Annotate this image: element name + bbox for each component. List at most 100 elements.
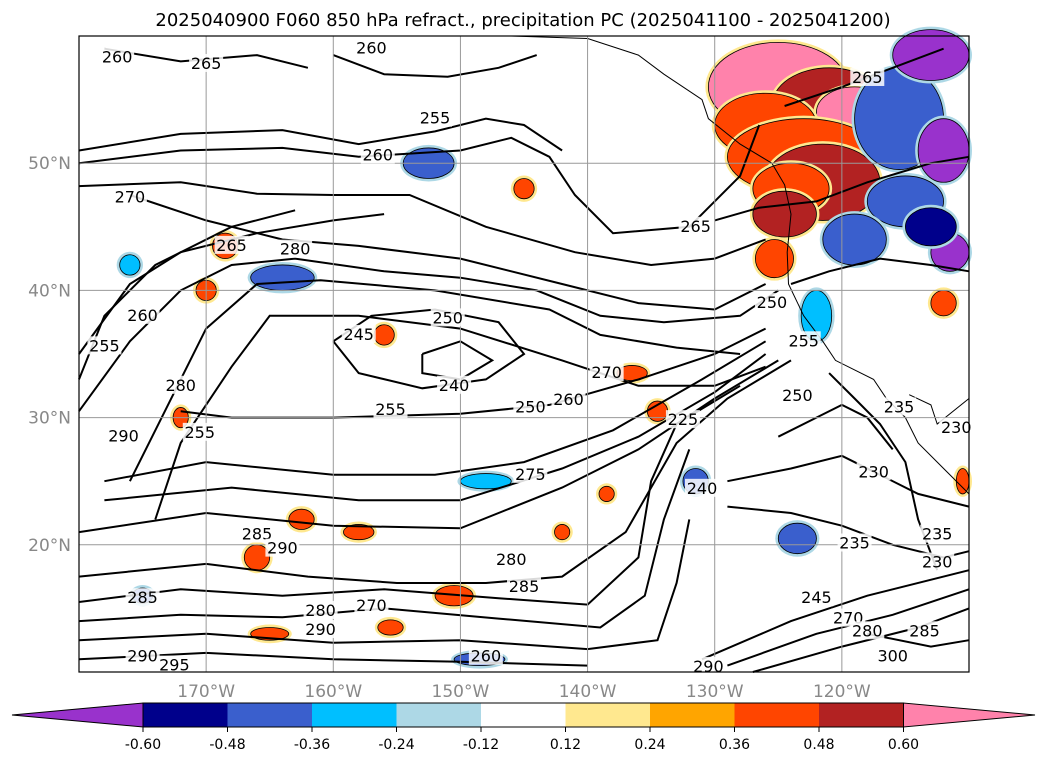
refractivity-contour bbox=[78, 257, 779, 412]
contour-label-background bbox=[157, 655, 192, 674]
latitude-labels: 20°N 30°N 40°N 50°N bbox=[28, 154, 71, 556]
contour-label-background bbox=[112, 187, 147, 206]
contour-label: 300 bbox=[877, 647, 908, 666]
contour-label: 290 bbox=[267, 539, 298, 558]
colorbar-tick-label: 0.48 bbox=[803, 737, 834, 753]
contour-label-background bbox=[907, 621, 942, 640]
contour-label: 280 bbox=[496, 550, 527, 569]
latitude-tick-label: 50°N bbox=[28, 154, 71, 174]
contour-label-background bbox=[780, 385, 815, 404]
contour-label-background bbox=[354, 595, 389, 614]
contour-label-background bbox=[507, 576, 541, 595]
contour-label: 295 bbox=[159, 656, 190, 675]
precip-fill-blob bbox=[905, 207, 957, 247]
colorbar-segment bbox=[143, 703, 228, 727]
contour-label: 255 bbox=[788, 331, 819, 350]
contour-label-background bbox=[125, 646, 160, 665]
contour-label: 230 bbox=[858, 462, 889, 481]
colorbar-segment bbox=[734, 703, 819, 727]
contour-label: 265 bbox=[852, 68, 883, 87]
latitude-tick-label: 20°N bbox=[28, 536, 71, 556]
contour-label: 270 bbox=[115, 188, 146, 207]
contour-label: 265 bbox=[216, 236, 247, 255]
colorbar-tick-label: -0.60 bbox=[125, 737, 161, 753]
contour-label: 255 bbox=[89, 336, 120, 355]
refractivity-contour bbox=[78, 519, 691, 651]
refractivity-contour bbox=[421, 340, 495, 381]
contour-label: 250 bbox=[432, 308, 463, 327]
precip-fill-blob bbox=[822, 213, 887, 266]
refractivity-contour bbox=[78, 359, 779, 534]
refractivity-contour bbox=[78, 384, 741, 606]
contour-label-background bbox=[665, 410, 700, 429]
contour-label-background bbox=[163, 375, 198, 394]
contour-label-background bbox=[786, 331, 821, 350]
gulf-of-california-coast bbox=[908, 394, 970, 425]
colorbar-segment bbox=[396, 703, 481, 727]
colorbar-tick-label: -0.48 bbox=[209, 737, 245, 753]
contour-label-background bbox=[214, 235, 249, 254]
precip-fill-blob bbox=[752, 190, 817, 238]
contour-label: 280 bbox=[280, 240, 311, 259]
contour-label-background bbox=[678, 216, 713, 235]
contour-label-background bbox=[182, 422, 217, 441]
longitude-tick-label: 170°W bbox=[177, 682, 235, 702]
refractivity-contour bbox=[867, 632, 970, 648]
contour-label-background bbox=[589, 363, 624, 382]
contour-label: 265 bbox=[680, 217, 711, 236]
precip-fill-blob bbox=[930, 289, 957, 317]
contour-label: 235 bbox=[839, 534, 870, 553]
contour-label-background bbox=[87, 336, 122, 355]
chart-title: 2025040900 F060 850 hPa refract., precip… bbox=[155, 10, 890, 31]
contour-label-background bbox=[303, 620, 338, 639]
precip-fill-blob bbox=[250, 264, 315, 291]
precip-fill-blob bbox=[917, 118, 970, 183]
colorbar-segment bbox=[312, 703, 397, 727]
contour-label: 290 bbox=[127, 647, 158, 666]
contour-label-background bbox=[265, 538, 300, 557]
contour-label: 250 bbox=[515, 397, 546, 416]
longitude-tick-label: 120°W bbox=[813, 682, 871, 702]
contour-label: 250 bbox=[757, 293, 788, 312]
map-area: 260 265 260 255 260 270 265 265 265 280 260 255 245 2… bbox=[78, 26, 974, 676]
latitude-tick-label: 30°N bbox=[28, 409, 71, 429]
precip-fill-blob bbox=[554, 524, 571, 541]
precip-fill-blob bbox=[755, 239, 794, 279]
contour-label: 260 bbox=[102, 48, 133, 67]
longitude-labels: 170°W 160°W 150°W 140°W 130°W 120°W bbox=[177, 682, 871, 702]
contour-label: 290 bbox=[108, 427, 139, 446]
colorbar-segment bbox=[565, 703, 650, 727]
contour-label-background bbox=[360, 145, 395, 164]
contour-label-background bbox=[354, 38, 389, 57]
refractivity-contour bbox=[104, 340, 767, 483]
contour-label: 225 bbox=[668, 410, 699, 429]
contour-label: 260 bbox=[363, 146, 394, 165]
contour-label-background bbox=[850, 621, 885, 640]
contour-label-background bbox=[685, 478, 719, 497]
contour-label: 285 bbox=[242, 525, 273, 544]
map-frame bbox=[78, 35, 970, 673]
colorbar-segment bbox=[227, 703, 312, 727]
contour-label-background bbox=[100, 47, 135, 66]
contour-label-background bbox=[513, 397, 548, 416]
contour-label: 235 bbox=[884, 397, 915, 416]
precip-fill-blob bbox=[777, 522, 817, 555]
contour-label-background bbox=[799, 588, 834, 607]
contour-label: 285 bbox=[909, 621, 940, 640]
contour-label-background bbox=[189, 53, 224, 72]
contour-label: 250 bbox=[782, 386, 813, 405]
precip-fill-blob bbox=[955, 468, 970, 495]
precip-fill-blob bbox=[513, 178, 535, 200]
contour-label: 260 bbox=[471, 647, 502, 666]
contour-label: 285 bbox=[127, 588, 158, 607]
contour-label: 275 bbox=[515, 465, 546, 484]
contour-label-background bbox=[939, 417, 974, 436]
contour-label-background bbox=[513, 464, 548, 483]
contour-label-background bbox=[494, 550, 529, 569]
precip-fill-blob bbox=[119, 254, 141, 276]
contour-label: 240 bbox=[687, 479, 718, 498]
contour-label: 245 bbox=[343, 325, 374, 344]
colorbar-segment bbox=[819, 703, 904, 727]
colorbar-segment bbox=[481, 703, 566, 727]
